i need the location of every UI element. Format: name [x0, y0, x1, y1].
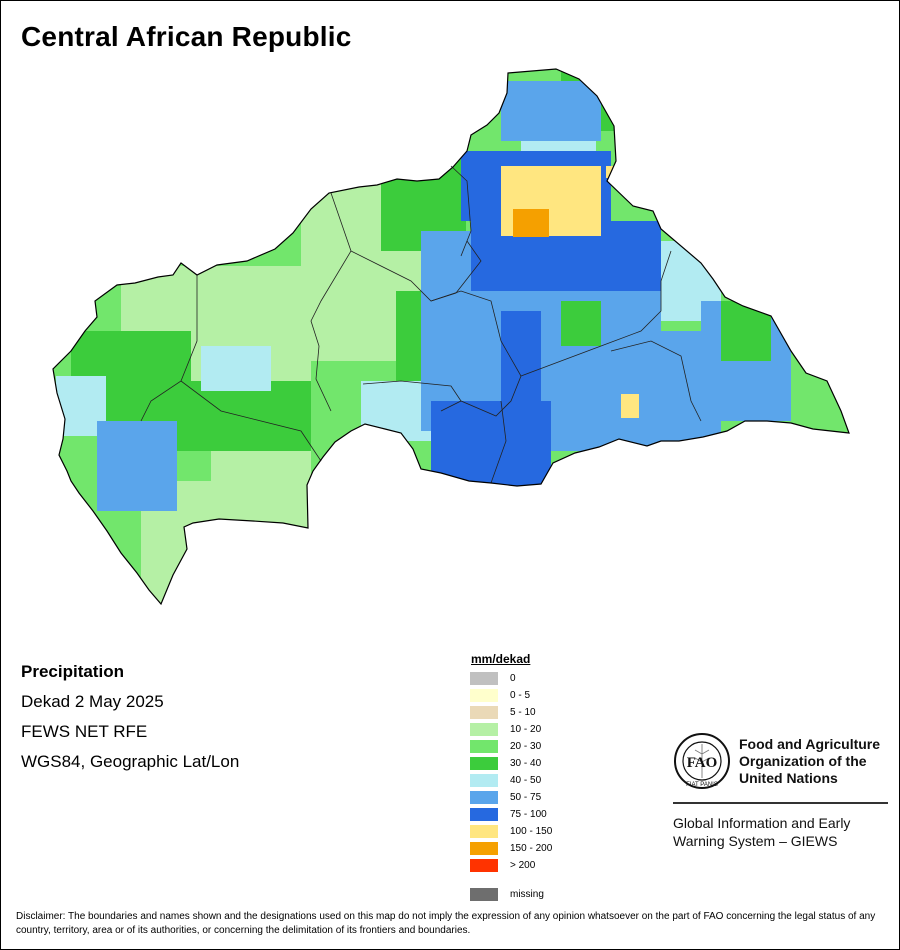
legend-item: 20 - 30	[470, 738, 552, 755]
fao-name-line: Food and Agriculture	[739, 736, 881, 752]
giews-label: Global Information and Early Warning Sys…	[673, 814, 850, 850]
legend-title: mm/dekad	[471, 652, 531, 666]
legend-label: 10 - 20	[510, 724, 542, 735]
disclaimer: Disclaimer: The boundaries and names sho…	[16, 911, 876, 936]
fao-name-line: United Nations	[739, 770, 838, 786]
legend-item: 40 - 50	[470, 772, 552, 789]
legend-label: 20 - 30	[510, 741, 542, 752]
legend-item: 50 - 75	[470, 789, 552, 806]
legend-item: 10 - 20	[470, 721, 552, 738]
legend-label: 100 - 150	[510, 826, 553, 837]
divider	[673, 802, 888, 804]
legend-label: > 200	[510, 860, 536, 871]
legend-item: 100 - 150	[470, 823, 552, 840]
legend-swatch	[470, 791, 498, 804]
fao-name: Food and Agriculture Organization of the…	[739, 736, 880, 787]
fao-logo-motto: FIAT PANIS	[686, 782, 718, 788]
legend-label: 75 - 100	[510, 809, 547, 820]
legend-label: 50 - 75	[510, 792, 542, 803]
admin-boundaries	[140, 165, 702, 484]
legend-swatch	[470, 672, 498, 685]
fao-logo-icon: FAO FIAT PANIS	[674, 733, 730, 789]
legend-swatch	[470, 689, 498, 702]
legend-swatch	[470, 740, 498, 753]
legend-item: 0	[470, 670, 552, 687]
projection-label: WGS84, Geographic Lat/Lon	[21, 752, 240, 771]
country-outline	[52, 68, 850, 606]
legend-label: 0 - 5	[510, 690, 531, 701]
legend-swatch	[470, 842, 498, 855]
legend-item: > 200	[470, 857, 552, 874]
legend-label: 5 - 10	[510, 707, 536, 718]
legend-item: 30 - 40	[470, 755, 552, 772]
legend-label: 40 - 50	[510, 775, 542, 786]
legend-swatch	[470, 808, 498, 821]
legend-label: 0	[510, 673, 516, 684]
fao-name-line: Organization of the	[739, 753, 867, 769]
legend-item: 75 - 100	[470, 806, 552, 823]
legend-item-missing: missing	[470, 886, 552, 903]
precipitation-map	[52, 68, 850, 606]
map-info: Precipitation Dekad 2 May 2025 FEWS NET …	[21, 657, 239, 777]
legend-swatch	[470, 774, 498, 787]
legend-item: 5 - 10	[470, 704, 552, 721]
legend-label-missing: missing	[510, 889, 544, 900]
map-title: Central African Republic	[21, 21, 352, 52]
variable-label: Precipitation	[21, 662, 124, 681]
legend-swatch	[470, 859, 498, 872]
rainfall-fields	[53, 69, 849, 604]
legend-swatch	[470, 706, 498, 719]
period-label: Dekad 2 May 2025	[21, 692, 164, 711]
legend-swatch-missing	[470, 888, 498, 901]
legend: mm/dekad 0 0 - 5 5 - 10 10 - 20 20 - 30 30 - …	[470, 652, 552, 903]
legend-item: 0 - 5	[470, 687, 552, 704]
giews-line: Warning System – GIEWS	[673, 833, 838, 849]
legend-swatch	[470, 757, 498, 770]
legend-item: 150 - 200	[470, 840, 552, 857]
source-label: FEWS NET RFE	[21, 722, 148, 741]
legend-swatch	[470, 723, 498, 736]
legend-classes: 0 0 - 5 5 - 10 10 - 20 20 - 30 30 - 40 40 - 50…	[470, 670, 552, 874]
legend-label: 30 - 40	[510, 758, 542, 769]
legend-label: 150 - 200	[510, 843, 553, 854]
giews-line: Global Information and Early	[673, 815, 851, 831]
legend-swatch	[470, 825, 498, 838]
